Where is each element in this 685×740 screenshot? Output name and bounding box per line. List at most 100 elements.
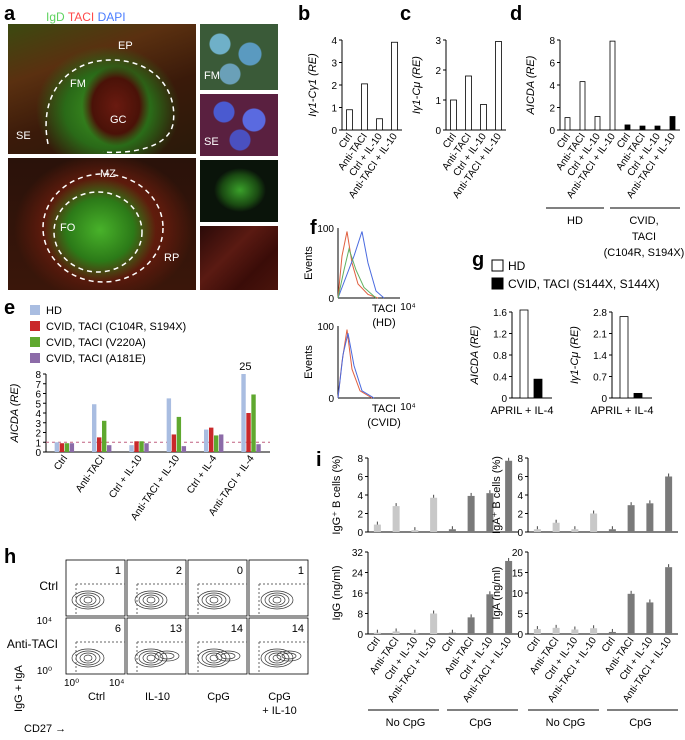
chart-i-plot-3-bar: [392, 631, 400, 634]
chart-i-plot-4-tick-label: 20: [512, 548, 524, 559]
chart-f-xlabel: (CVID): [367, 417, 401, 429]
chart-i-plot-4-ylabel: IgA (ng/ml): [491, 566, 503, 619]
chart-e-bar: [204, 429, 209, 452]
chart-g-legend-label: HD: [508, 259, 526, 273]
chart-g-legend-swatch: [491, 259, 504, 272]
chart-h-contour: [281, 652, 297, 660]
chart-i-plot-1-bar: [430, 497, 438, 532]
chart-h-tick-label: 10⁴: [37, 616, 52, 627]
chart-i-plot-2-bar: [590, 513, 598, 532]
chart-i-plot-3-bar: [448, 632, 456, 634]
chart-h-contour: [142, 594, 160, 606]
chart-f-tick-label: 0: [328, 294, 334, 305]
chart-b-tick-label: 1: [331, 104, 337, 115]
chart-g-igcmu-tick-label: 1.4: [593, 351, 607, 362]
chart-b-bar: [376, 118, 383, 131]
chart-f-tick-label: 0: [328, 394, 334, 405]
chart-h-row-label: Anti-TACI: [7, 637, 58, 651]
chart-d-tick-label: 8: [549, 36, 555, 47]
chart-e-annotation: 25: [239, 361, 251, 373]
chart-h-contour: [201, 650, 227, 666]
chart-f-xlabel: TACI: [372, 303, 396, 315]
chart-i-plot-1-tick-label: 4: [357, 491, 363, 502]
chart-h-contour: [142, 652, 160, 664]
chart-d-group-label: (C104R, S194X): [604, 247, 685, 259]
chart-g-legend-label: CVID, TACI (S144X, S144X): [508, 277, 660, 291]
chart-i-plot-4-bar: [608, 631, 616, 634]
chart-e-legend-label: CVID, TACI (C104R, S194X): [46, 321, 186, 333]
chart-e-bar: [219, 434, 224, 452]
chart-g-igcmu-tick-label: 2.8: [593, 308, 607, 319]
panel-label-h: h: [4, 546, 17, 568]
chart-h-ylabel: IgG + IgA: [13, 665, 25, 712]
chart-e-bar: [214, 435, 219, 452]
chart-i-plot-2-bar: [533, 529, 541, 532]
chart-i-plot-4-bar: [552, 627, 560, 634]
chart-e-bar: [102, 420, 107, 452]
chart-i-plot-3-tick-label: 0: [357, 630, 363, 641]
chart-h-contour: [83, 596, 93, 604]
chart-g-igcmu-ylabel: Iγ1-Cμ (RE): [569, 326, 581, 384]
chart-d-group-label: CVID,: [629, 215, 658, 227]
chart-d-group-label: HD: [567, 215, 583, 227]
chart-h-column-label: Ctrl: [88, 691, 105, 703]
chart-d-bar: [579, 81, 586, 131]
chart-e-tick-label: 7: [35, 380, 41, 391]
stain-legend: IgD TACI DAPI: [46, 10, 126, 24]
chart-h-contour: [154, 650, 180, 662]
chart-h-column-label: + IL-10: [262, 705, 297, 717]
chart-e-tick-label: 4: [35, 409, 41, 420]
chart-e-bar: [251, 394, 256, 452]
chart-i-plot-2-tick-label: 2: [517, 510, 523, 521]
chart-f-tick-label: 10⁴: [400, 402, 415, 413]
chart-f-tick-label: 100: [317, 322, 334, 333]
chart-e-bar: [181, 446, 187, 452]
chart-h-tick-label: 10⁴: [109, 678, 124, 689]
chart-e-bar: [241, 374, 246, 452]
chart-b-bar: [391, 41, 398, 131]
chart-e-bar: [59, 443, 65, 452]
chart-e-legend-label: CVID, TACI (A181E): [46, 353, 146, 365]
chart-c-tick-label: 2: [435, 66, 441, 77]
chart-e-bar: [139, 441, 144, 452]
panel-label-d: d: [510, 3, 523, 25]
chart-g-aicda-tick-label: 1.2: [493, 330, 507, 341]
chart-i-plot-3-bar: [505, 560, 513, 634]
stain-taci: TACI: [67, 10, 95, 24]
chart-i-plot-2-ylabel: IgA⁺ B cells (%): [491, 456, 503, 534]
chart-f-ylabel: Events: [303, 345, 315, 379]
chart-e-legend-label: CVID, TACI (V220A): [46, 337, 146, 349]
chart-h-contour: [197, 590, 231, 610]
chart-c-tick-label: 3: [435, 36, 441, 47]
chart-h-contour: [75, 650, 101, 666]
chart-h-contour: [215, 650, 241, 662]
chart-h-contour: [75, 592, 101, 608]
chart-e-legend-swatch: [30, 321, 40, 331]
chart-i-plot-2-bar: [571, 529, 579, 532]
chart-b-tick-label: 4: [331, 36, 337, 47]
chart-e-bar: [171, 434, 177, 452]
chart-f-histogram-curve: [337, 247, 377, 299]
chart-e-legend-swatch: [30, 337, 40, 347]
chart-d-bar: [564, 117, 571, 131]
chart-h-quadrant-value: 6: [115, 623, 121, 635]
chart-i-plot-2-tick-label: 6: [517, 473, 523, 484]
chart-e-tick-label: 6: [35, 390, 41, 401]
chart-h-quadrant-value: 2: [176, 565, 182, 577]
chart-i-plot-1-bar: [392, 506, 400, 532]
chart-d-bar: [654, 125, 661, 131]
panel-label-e: e: [4, 297, 16, 319]
chart-e-bar: [92, 404, 97, 452]
follicle-outline-bottom: [42, 173, 164, 283]
chart-e-category-label: Ctrl: [52, 453, 70, 472]
chart-h-contour: [138, 650, 164, 666]
chart-d-tick-label: 6: [549, 59, 555, 70]
chart-d-group-label: TACI: [632, 231, 656, 243]
chart-h-contour: [79, 594, 97, 606]
chart-h-contour: [79, 652, 97, 664]
chart-h-contour: [272, 596, 282, 604]
chart-i-plot-1-tick-label: 2: [357, 510, 363, 521]
panel-label-b: b: [298, 3, 311, 25]
chart-h-contour: [260, 648, 294, 668]
chart-h-quadrant-value: 1: [298, 565, 304, 577]
